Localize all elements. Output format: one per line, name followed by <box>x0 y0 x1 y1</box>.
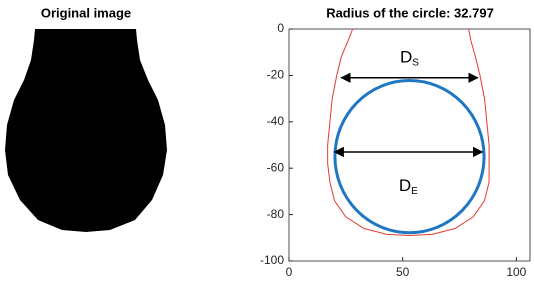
label-main: D <box>400 48 412 67</box>
y-tick-label: 0 <box>277 21 284 35</box>
label-subscript: S <box>412 57 419 68</box>
arrow-label: DS <box>400 48 419 68</box>
image-title: Original image <box>41 5 131 20</box>
y-tick-label: -60 <box>267 160 285 174</box>
figure: Original image Radius of the circle: 32.… <box>0 0 534 289</box>
fitted-circle <box>335 81 484 233</box>
y-tick-label: -80 <box>267 207 285 221</box>
arrow-label: DE <box>399 176 418 196</box>
y-tick-label: -40 <box>267 114 285 128</box>
label-main: D <box>399 176 411 195</box>
x-tick-label: 0 <box>286 265 293 279</box>
drop-image <box>5 29 167 232</box>
x-tick-label: 50 <box>396 265 410 279</box>
y-tick-label: -20 <box>267 68 285 82</box>
chart-title: Radius of the circle: 32.797 <box>326 5 494 20</box>
y-tick-label: -100 <box>260 253 284 267</box>
label-subscript: E <box>411 186 418 197</box>
x-tick-label: 100 <box>506 265 526 279</box>
